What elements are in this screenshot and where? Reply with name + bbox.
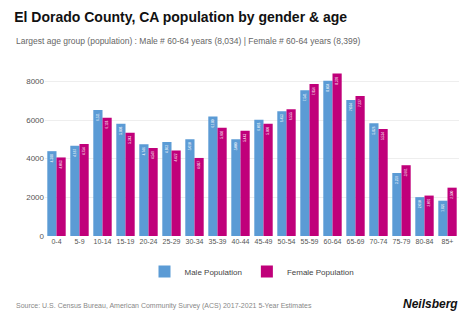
svg-text:55-59: 55-59 — [301, 238, 319, 245]
svg-text:4,063: 4,063 — [59, 160, 63, 168]
svg-text:0-4: 0-4 — [51, 238, 61, 245]
svg-text:Source: U.S. Census Bureau, Am: Source: U.S. Census Bureau, American Com… — [16, 302, 312, 310]
svg-text:4,667: 4,667 — [73, 149, 77, 157]
svg-text:45-49: 45-49 — [255, 238, 273, 245]
svg-text:2,010: 2,010 — [418, 200, 422, 208]
svg-text:65-69: 65-69 — [347, 238, 365, 245]
svg-text:Female Population: Female Population — [287, 268, 354, 277]
svg-text:5,826: 5,826 — [372, 126, 376, 134]
svg-text:5,602: 5,602 — [220, 131, 224, 139]
svg-text:80-84: 80-84 — [416, 238, 434, 245]
svg-text:2000: 2000 — [26, 193, 44, 202]
svg-text:8,399: 8,399 — [335, 76, 339, 84]
svg-text:3,661: 3,661 — [404, 168, 408, 176]
svg-text:2,500: 2,500 — [450, 191, 454, 199]
svg-text:4,037: 4,037 — [197, 161, 201, 169]
svg-text:40-44: 40-44 — [232, 238, 250, 245]
svg-text:8,034: 8,034 — [326, 84, 330, 92]
svg-text:6,018: 6,018 — [257, 122, 261, 130]
svg-text:5,443: 5,443 — [243, 134, 247, 142]
svg-text:6,555: 6,555 — [289, 112, 293, 120]
svg-text:1,826: 1,826 — [441, 204, 445, 212]
svg-text:7,034: 7,034 — [349, 103, 353, 111]
svg-text:50-54: 50-54 — [278, 238, 296, 245]
svg-text:6000: 6000 — [26, 116, 44, 125]
svg-text:7,856: 7,856 — [312, 87, 316, 95]
svg-text:4000: 4000 — [26, 154, 44, 163]
svg-text:4,422: 4,422 — [174, 153, 178, 161]
svg-text:75-79: 75-79 — [393, 238, 411, 245]
svg-text:20-24: 20-24 — [140, 238, 158, 245]
svg-text:15-19: 15-19 — [117, 238, 135, 245]
svg-text:2,091: 2,091 — [427, 198, 431, 206]
svg-text:Male Population: Male Population — [185, 268, 242, 277]
svg-text:5,809: 5,809 — [266, 127, 270, 135]
svg-text:6,511: 6,511 — [96, 113, 100, 121]
svg-text:8000: 8000 — [26, 77, 44, 86]
svg-text:60-64: 60-64 — [324, 238, 342, 245]
svg-text:Neilsberg: Neilsberg — [403, 297, 458, 311]
svg-text:35-39: 35-39 — [209, 238, 227, 245]
svg-text:El Dorado County, CA populatio: El Dorado County, CA population by gende… — [14, 9, 347, 25]
svg-text:5,010: 5,010 — [188, 142, 192, 150]
svg-text:4,863: 4,863 — [165, 145, 169, 153]
svg-text:6,180: 6,180 — [211, 119, 215, 127]
svg-text:6,453: 6,453 — [280, 114, 284, 122]
svg-text:4,388: 4,388 — [50, 154, 54, 162]
svg-text:5,343: 5,343 — [128, 136, 132, 144]
svg-text:5,808: 5,808 — [119, 127, 123, 135]
svg-text:3,259: 3,259 — [395, 176, 399, 184]
svg-text:5-9: 5-9 — [74, 238, 84, 245]
svg-text:85+: 85+ — [442, 238, 454, 245]
svg-text:70-74: 70-74 — [370, 238, 388, 245]
svg-text:0: 0 — [40, 232, 45, 241]
svg-text:30-34: 30-34 — [186, 238, 204, 245]
svg-text:Largest age group (population): Largest age group (population) : Male # … — [16, 36, 360, 46]
svg-text:5,534: 5,534 — [381, 132, 385, 140]
svg-text:7,541: 7,541 — [303, 93, 307, 101]
svg-text:4,746: 4,746 — [142, 147, 146, 155]
svg-text:7,237: 7,237 — [358, 99, 362, 107]
svg-text:10-14: 10-14 — [94, 238, 112, 245]
svg-text:25-29: 25-29 — [163, 238, 181, 245]
svg-text:4,754: 4,754 — [82, 147, 86, 155]
svg-text:4,549: 4,549 — [151, 151, 155, 159]
svg-text:5,000: 5,000 — [234, 142, 238, 150]
svg-text:6,118: 6,118 — [105, 121, 109, 129]
